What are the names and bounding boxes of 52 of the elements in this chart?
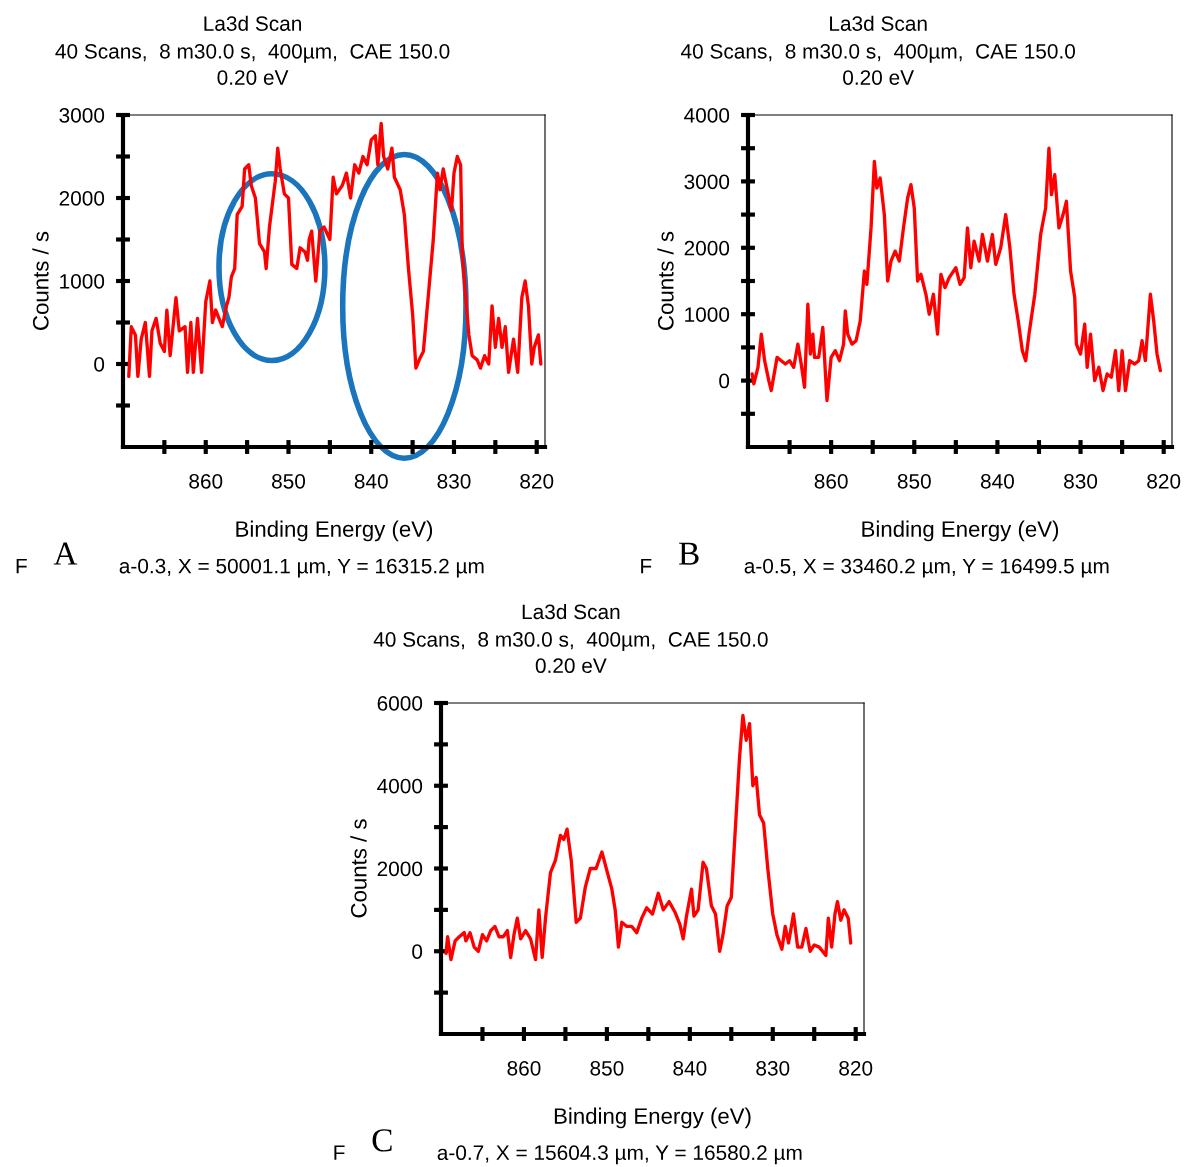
text: a-0.5, X = 33460.2 µm, Y = 16499.5 µm (744, 558, 1109, 578)
y-tick-label: 1000 (685, 307, 730, 322)
line-series (444, 713, 853, 962)
x-tick-label: 850 (272, 473, 306, 489)
x-tick-label: 830 (756, 1060, 790, 1076)
chart-title: La3d Scan (830, 15, 927, 31)
chart-subtitle: 40 Scans, 8 m30.0 s, 400µm, CAE 150.0 0.20 eV (373, 632, 768, 674)
x-tick-label: 860 (814, 473, 848, 489)
text: a-0.7, X = 15604.3 µm, Y = 16580.2 µm (437, 1145, 802, 1165)
chart-subtitle: 40 Scans, 8 m30.0 s, 400µm, CAE 150.0 0.20 eV (55, 43, 450, 85)
x-tick-label: 830 (437, 473, 471, 489)
x-tick-label: 850 (590, 1060, 624, 1076)
line-series (127, 121, 543, 379)
text: F (334, 1145, 345, 1160)
y-axis-title: Counts / s (657, 231, 674, 330)
y-tick-label: 2000 (684, 240, 730, 256)
x-tick-label: 820 (520, 473, 554, 489)
line-series (750, 146, 1163, 403)
x-axis-title: Binding Energy (eV) (862, 520, 1059, 542)
y-tick-label: 2000 (377, 861, 423, 877)
x-tick-label: 820 (839, 1060, 873, 1076)
x-axis-title: Binding Energy (eV) (236, 520, 433, 542)
y-tick-label: 4000 (377, 778, 423, 794)
text: a-0.3, X = 50001.1 µm, Y = 16315.2 µm (119, 558, 484, 578)
x-tick-label: 860 (189, 473, 223, 489)
y-tick-label: 3000 (684, 174, 730, 190)
y-tick-label: 4000 (684, 108, 730, 123)
chart-subtitle: 40 Scans, 8 m30.0 s, 400µm, CAE 150.0 0.20 eV (681, 43, 1076, 85)
y-tick-label: 3000 (59, 108, 105, 123)
y-tick-label: 0 (412, 944, 423, 959)
text: A (53, 542, 78, 565)
y-tick-label: 2000 (59, 191, 105, 206)
x-axis-title: Binding Energy (eV) (554, 1107, 751, 1129)
y-tick-label: 0 (719, 373, 730, 389)
x-tick-label: 850 (897, 473, 931, 489)
chart-title: La3d Scan (204, 15, 302, 31)
x-tick-label: 860 (507, 1060, 541, 1076)
text: B (679, 542, 699, 565)
chart-title: La3d Scan (522, 603, 620, 620)
x-tick-label: 840 (354, 473, 388, 489)
x-tick-label: 840 (980, 473, 1014, 489)
x-tick-label: 820 (1147, 473, 1181, 489)
text: C (372, 1129, 392, 1152)
text: F (641, 558, 652, 574)
x-tick-label: 840 (673, 1060, 707, 1076)
y-tick-label: 1000 (60, 274, 105, 289)
x-tick-label: 830 (1064, 473, 1098, 489)
y-tick-label: 0 (94, 357, 105, 372)
y-axis-title: Counts / s (32, 231, 49, 330)
text: F (16, 558, 27, 574)
y-tick-label: 6000 (377, 696, 423, 711)
y-axis-title: Counts / s (350, 819, 367, 918)
